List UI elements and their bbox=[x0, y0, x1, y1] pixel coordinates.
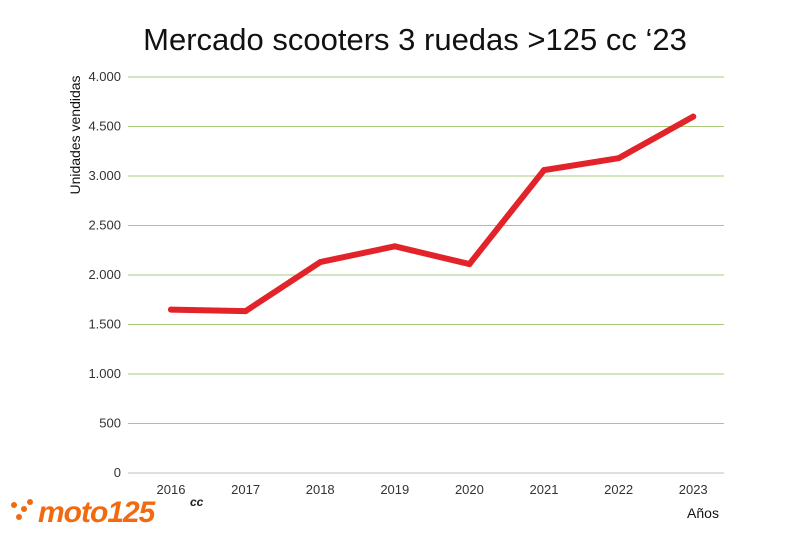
data-point bbox=[541, 167, 547, 174]
data-points bbox=[168, 113, 697, 315]
data-point bbox=[615, 155, 622, 162]
speed-dots-icon bbox=[11, 499, 33, 520]
gridlines bbox=[128, 76, 724, 474]
data-point bbox=[242, 308, 249, 315]
data-point bbox=[690, 113, 697, 120]
x-tick-label: 2017 bbox=[231, 482, 260, 497]
x-tick-labels: 2016 2017 2018 2019 2020 2021 2022 2023 bbox=[157, 482, 708, 497]
y-tick-label: 500 bbox=[99, 416, 121, 431]
moto125-logo: moto125 cc bbox=[11, 495, 204, 529]
logo-suffix: cc bbox=[190, 495, 204, 509]
x-axis-label: Años bbox=[687, 505, 719, 521]
y-tick-label: 2.500 bbox=[88, 218, 121, 233]
x-tick-label: 2021 bbox=[530, 482, 559, 497]
x-tick-label: 2018 bbox=[306, 482, 335, 497]
chart-title: Mercado scooters 3 ruedas >125 cc ‘23 bbox=[143, 22, 687, 57]
y-axis-label: Unidades vendidas bbox=[67, 75, 83, 194]
data-point bbox=[168, 306, 174, 313]
y-tick-label: 4.000 bbox=[88, 69, 121, 84]
data-point bbox=[391, 243, 398, 250]
data-point bbox=[466, 261, 473, 268]
x-tick-label: 2022 bbox=[604, 482, 633, 497]
logo-text: moto125 bbox=[38, 496, 157, 529]
y-tick-label: 1.000 bbox=[88, 366, 121, 381]
data-point bbox=[317, 259, 324, 266]
series-line bbox=[168, 113, 697, 315]
y-tick-label: 1.500 bbox=[88, 317, 121, 332]
y-tick-label: 4.500 bbox=[88, 119, 121, 134]
x-tick-label: 2019 bbox=[380, 482, 409, 497]
y-tick-label: 3.000 bbox=[88, 168, 121, 183]
y-tick-label: 2.000 bbox=[88, 267, 121, 282]
x-tick-label: 2023 bbox=[679, 482, 708, 497]
x-tick-label: 2020 bbox=[455, 482, 484, 497]
y-tick-label: 0 bbox=[114, 465, 121, 480]
x-tick-label: 2016 bbox=[157, 482, 186, 497]
y-tick-labels: 0 500 1.000 1.500 2.000 2.500 3.000 4.500 4.000 bbox=[88, 69, 121, 480]
